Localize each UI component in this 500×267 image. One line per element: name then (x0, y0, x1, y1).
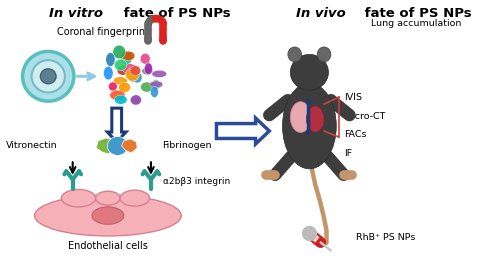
FancyArrow shape (108, 108, 126, 142)
Polygon shape (96, 138, 116, 154)
Text: Fibrinogen: Fibrinogen (162, 142, 212, 150)
Ellipse shape (114, 77, 127, 85)
FancyArrow shape (216, 118, 270, 144)
Ellipse shape (306, 106, 324, 132)
Text: Vitronectin: Vitronectin (6, 142, 58, 150)
Ellipse shape (150, 81, 163, 88)
Ellipse shape (32, 60, 65, 92)
Ellipse shape (108, 136, 128, 155)
Ellipse shape (128, 70, 136, 82)
Ellipse shape (132, 72, 142, 83)
Ellipse shape (290, 102, 311, 132)
Ellipse shape (129, 73, 138, 81)
Text: Endothelial cells: Endothelial cells (68, 241, 148, 252)
Ellipse shape (106, 53, 115, 66)
Text: RhB⁺ PS NPs: RhB⁺ PS NPs (356, 233, 416, 242)
Ellipse shape (282, 83, 337, 169)
Ellipse shape (288, 47, 302, 62)
Ellipse shape (122, 51, 135, 60)
Text: In vivo: In vivo (296, 7, 346, 20)
Ellipse shape (120, 52, 132, 65)
Text: α2bβ3 integrin: α2bβ3 integrin (162, 177, 230, 186)
Text: Micro-CT: Micro-CT (344, 112, 386, 121)
Ellipse shape (120, 190, 150, 206)
Ellipse shape (92, 207, 124, 224)
Ellipse shape (104, 66, 113, 80)
Ellipse shape (34, 195, 182, 236)
Ellipse shape (152, 80, 160, 90)
Ellipse shape (113, 45, 126, 59)
Ellipse shape (114, 95, 127, 104)
Ellipse shape (40, 69, 56, 84)
Text: Lung accumulation: Lung accumulation (372, 19, 462, 28)
Polygon shape (122, 139, 137, 153)
Text: In vitro: In vitro (49, 7, 103, 20)
Ellipse shape (22, 52, 74, 101)
Ellipse shape (122, 64, 138, 74)
Ellipse shape (317, 47, 331, 62)
Ellipse shape (140, 82, 153, 92)
Text: fate of PS NPs: fate of PS NPs (118, 7, 230, 20)
Ellipse shape (108, 82, 117, 91)
Text: IF: IF (344, 150, 352, 158)
Text: fate of PS NPs: fate of PS NPs (360, 7, 472, 20)
Ellipse shape (117, 66, 128, 75)
Ellipse shape (114, 59, 127, 70)
Ellipse shape (110, 90, 125, 100)
Ellipse shape (290, 54, 329, 90)
Ellipse shape (150, 86, 158, 98)
Ellipse shape (144, 63, 152, 74)
Ellipse shape (152, 70, 166, 77)
Ellipse shape (130, 95, 141, 105)
Ellipse shape (142, 68, 153, 75)
Ellipse shape (130, 66, 140, 76)
Text: IVIS: IVIS (344, 93, 362, 102)
Text: Coronal fingerprint: Coronal fingerprint (57, 26, 149, 37)
Ellipse shape (118, 82, 130, 92)
Ellipse shape (126, 68, 140, 81)
Ellipse shape (140, 53, 150, 64)
Ellipse shape (128, 73, 138, 81)
Ellipse shape (62, 190, 96, 207)
Ellipse shape (96, 191, 120, 205)
Text: FACs: FACs (344, 131, 367, 139)
